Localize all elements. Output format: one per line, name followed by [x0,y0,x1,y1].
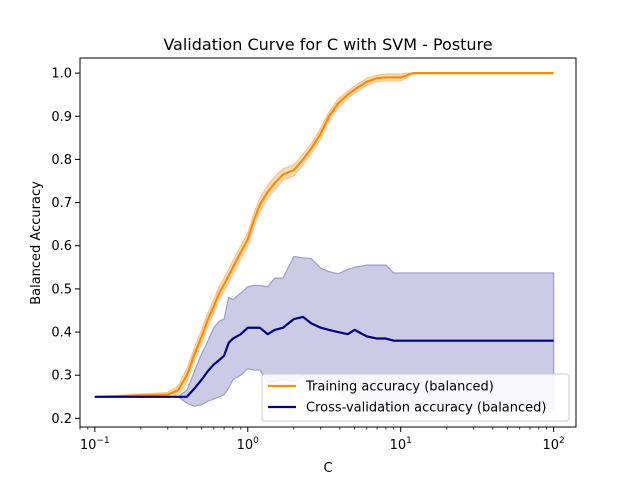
y-tick-label: 0.6 [51,239,72,254]
y-tick-label: 0.7 [51,196,72,211]
series-line-1 [94,72,554,398]
x-axis-label: C [323,461,332,476]
y-tick-label: 0.8 [51,153,72,168]
plot-area: 10−1 100 101 102 0.2 0.3 0.4 0.5 0.6 0.7 0.8 0.9 1.0 [51,57,577,453]
axes-frame [79,57,577,428]
y-tick-label: 0.3 [51,369,72,384]
legend-label-1: Training accuracy (balanced) [305,380,494,395]
x-tick-label: 102 [543,436,565,453]
y-tick-label: 0.2 [51,412,72,427]
x-tick-label: 100 [237,436,260,453]
x-tick-label: 10−1 [80,436,110,453]
legend: Training accuracy (balanced) Cross-valida… [261,373,570,422]
y-tick-label: 1.0 [51,67,72,82]
series-line-2 [94,315,554,398]
x-tick-label: 101 [390,436,412,453]
legend-box [261,373,570,422]
y-tick-label: 0.9 [51,110,72,125]
chart-title: Validation Curve for C with SVM - Postur… [163,35,492,54]
y-axis-label: Balanced Accuracy [29,181,44,305]
y-tick-label: 0.5 [51,282,72,297]
legend-label-2: Cross-validation accuracy (balanced) [306,401,546,416]
y-tick-label: 0.4 [51,326,72,341]
